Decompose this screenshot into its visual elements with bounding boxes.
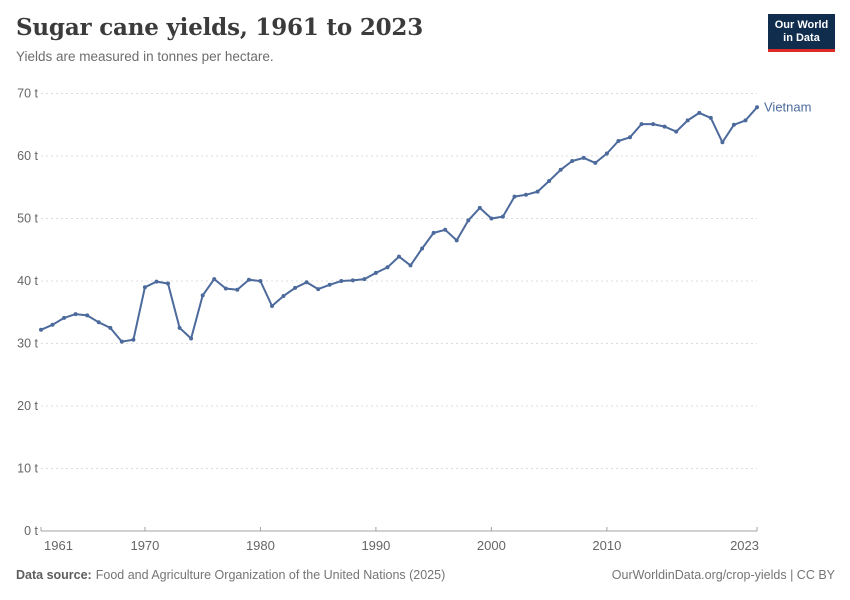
- data-point: [743, 118, 748, 123]
- page-title: Sugar cane yields, 1961 to 2023: [16, 14, 424, 41]
- x-tick-label: 2023: [730, 538, 759, 553]
- data-point: [628, 135, 632, 140]
- data-point: [50, 322, 55, 327]
- logo-text-line2: in Data: [783, 32, 820, 44]
- data-point: [535, 189, 540, 194]
- data-point: [142, 285, 147, 290]
- data-point: [755, 105, 759, 110]
- x-tick-label: 1961: [44, 538, 73, 553]
- x-axis: 1961 1970 1980 1990 2000 2010 2023: [40, 527, 759, 553]
- data-point: [489, 216, 494, 221]
- data-point: [443, 227, 448, 232]
- data-point: [570, 159, 575, 163]
- gridlines: [41, 93, 757, 532]
- data-point: [270, 304, 274, 308]
- y-tick-label: 60 t: [17, 149, 38, 163]
- series-points-vietnam[interactable]: [39, 105, 759, 344]
- y-tick-label: 50 t: [17, 212, 38, 226]
- x-tick-label: 2000: [477, 538, 506, 553]
- data-point: [593, 160, 598, 165]
- data-point: [581, 155, 586, 160]
- data-point: [685, 118, 690, 123]
- x-tick-label: 1990: [361, 538, 390, 553]
- credit-link[interactable]: OurWorldinData.org/crop-yields | CC BY: [611, 568, 835, 582]
- data-source-label: Data source:: [16, 568, 92, 582]
- x-tick-label: 2010: [592, 538, 621, 553]
- x-tick-label: 1980: [246, 538, 275, 553]
- data-point: [316, 287, 321, 292]
- data-point: [662, 124, 667, 129]
- series-line-vietnam[interactable]: [40, 106, 758, 343]
- data-point: [131, 337, 136, 342]
- data-point: [385, 265, 390, 270]
- data-point: [373, 270, 378, 275]
- data-point: [246, 277, 251, 282]
- data-point: [96, 320, 101, 325]
- data-point: [547, 179, 552, 183]
- data-point: [200, 293, 205, 298]
- y-tick-label: 30 t: [17, 337, 38, 351]
- data-point: [524, 192, 528, 197]
- data-point: [604, 151, 609, 156]
- data-point: [108, 325, 113, 330]
- data-point: [616, 139, 621, 143]
- data-point: [512, 194, 517, 199]
- data-point: [293, 285, 298, 290]
- y-tick-label: 40 t: [17, 274, 38, 288]
- data-point: [639, 122, 644, 127]
- data-point: [304, 280, 309, 285]
- data-point: [73, 312, 78, 317]
- data-point: [420, 246, 425, 251]
- data-point: [223, 286, 228, 291]
- data-point: [85, 313, 90, 318]
- data-point: [258, 279, 263, 283]
- x-tick-label: 1970: [130, 538, 159, 553]
- data-point: [362, 277, 367, 282]
- data-point: [500, 214, 505, 219]
- data-point: [697, 110, 702, 115]
- data-point: [408, 263, 413, 268]
- data-point: [350, 278, 355, 283]
- data-point: [731, 122, 736, 127]
- data-source: Data source: Food and Agriculture Organiz…: [16, 568, 445, 582]
- y-tick-label: 10 t: [17, 462, 38, 476]
- data-point: [62, 315, 67, 320]
- chart-subtitle: Yields are measured in tonnes per hectar…: [16, 49, 274, 64]
- data-point: [431, 230, 436, 235]
- y-tick-label: 20 t: [17, 399, 38, 413]
- data-point: [466, 218, 471, 223]
- data-point: [558, 167, 563, 172]
- data-point: [477, 205, 482, 210]
- y-tick-label: 0 t: [24, 524, 38, 538]
- y-axis-labels: 0 t 10 t 20 t 30 t 40 t 50 t 60 t 70 t: [17, 87, 38, 539]
- data-point: [189, 336, 194, 341]
- data-point: [39, 327, 43, 332]
- data-point: [154, 279, 159, 284]
- data-point: [454, 238, 459, 243]
- data-point: [651, 122, 656, 127]
- data-point: [674, 129, 679, 134]
- data-point: [708, 115, 713, 120]
- y-tick-label: 70 t: [17, 87, 38, 101]
- data-point: [235, 287, 240, 292]
- owid-logo: Our World in Data: [768, 14, 835, 52]
- data-point: [281, 294, 286, 298]
- data-source-text: Food and Agriculture Organization of the…: [95, 568, 446, 582]
- data-point: [177, 325, 182, 330]
- data-point: [397, 254, 401, 259]
- data-point: [327, 282, 332, 287]
- data-point: [119, 339, 124, 344]
- entity-label-vietnam[interactable]: Vietnam: [764, 99, 811, 114]
- logo-text-line1: Our World: [774, 19, 829, 31]
- data-point: [720, 140, 725, 145]
- data-point: [166, 281, 170, 286]
- data-point: [212, 277, 217, 282]
- data-point: [339, 279, 344, 283]
